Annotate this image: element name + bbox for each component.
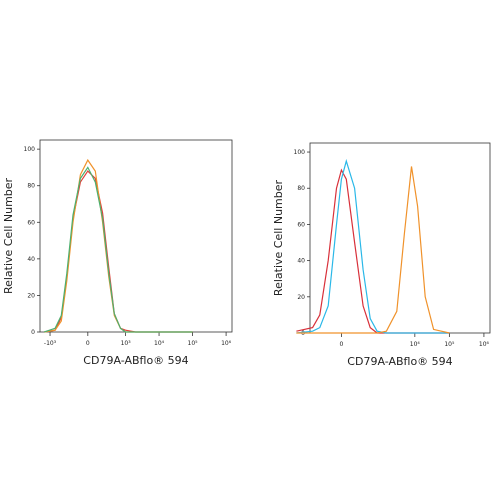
plot-frame — [39, 139, 233, 333]
y-tick-label: 100 — [24, 146, 36, 153]
x-tick-label: 10⁴ — [154, 340, 165, 347]
y-tick-label: 40 — [297, 258, 305, 265]
plot-frame — [309, 142, 491, 334]
x-tick-label: -10³ — [44, 340, 57, 347]
y-tick-label: 100 — [294, 149, 306, 156]
y-tick-label: 80 — [27, 183, 35, 190]
x-tick-label: 0 — [86, 340, 90, 347]
y-axis-label: Relative Cell Number — [2, 177, 15, 294]
histogram-line — [44, 166, 193, 333]
x-tick-label: 10⁶ — [221, 340, 232, 347]
y-axis-label: Relative Cell Number — [272, 179, 285, 296]
x-tick-label: 10⁵ — [444, 341, 455, 348]
histogram-line — [296, 158, 450, 334]
y-tick-label: 40 — [27, 256, 35, 263]
x-tick-label: 10³ — [121, 340, 132, 347]
y-tick-label: 20 — [297, 294, 305, 301]
x-tick-label: 10⁵ — [188, 340, 199, 347]
y-tick-label: 60 — [297, 221, 305, 228]
histogram-line — [44, 158, 193, 333]
y-tick-label: 60 — [27, 219, 35, 226]
y-tick-label: 20 — [27, 292, 35, 299]
x-axis-label: CD79A-ABflo® 594 — [83, 354, 188, 367]
histogram-line — [296, 168, 450, 334]
x-axis-label: CD79A-ABflo® 594 — [347, 355, 452, 368]
x-tick-label: 0 — [340, 341, 344, 348]
y-tick-label: 0 — [31, 329, 35, 336]
histogram-line — [296, 166, 450, 334]
histogram-line — [44, 170, 193, 333]
x-tick-label: 10⁶ — [479, 341, 490, 348]
y-tick-label: 80 — [297, 185, 305, 192]
x-tick-label: 10⁴ — [410, 341, 421, 348]
